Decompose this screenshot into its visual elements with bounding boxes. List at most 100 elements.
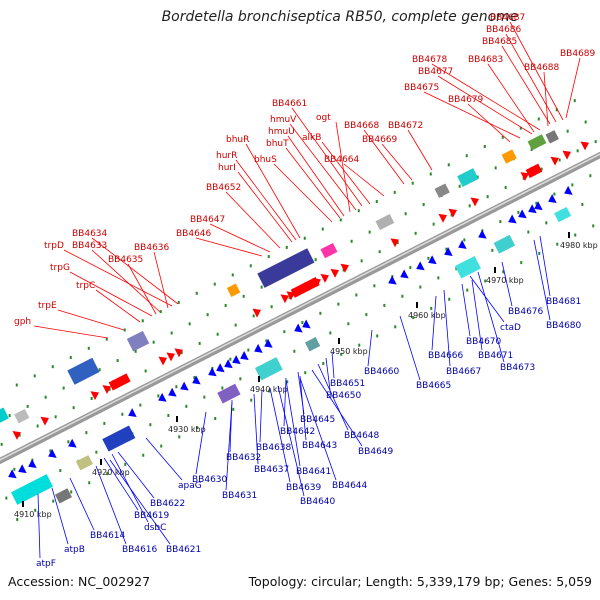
forward-gene-arrow	[520, 172, 529, 181]
track-dot	[52, 499, 55, 503]
feature-block-body	[434, 183, 450, 198]
feature-block	[14, 408, 30, 424]
scale-label: 4930 kbp	[168, 425, 206, 434]
leader-line	[91, 237, 179, 305]
forward-gene-arrow-head	[330, 268, 339, 278]
track-dot	[224, 303, 227, 307]
feature-block	[501, 149, 517, 164]
track-dot	[301, 321, 304, 325]
feature-block	[434, 183, 450, 198]
leader-line	[331, 351, 335, 379]
track-dot	[249, 264, 252, 268]
feature-block	[0, 407, 9, 434]
forward-gene-arrow-head	[438, 213, 447, 223]
track-dot	[285, 245, 288, 249]
track-dot	[589, 174, 592, 178]
track-dot	[8, 414, 11, 418]
gene-label-upper: trpD	[44, 241, 64, 251]
track-dot	[321, 227, 324, 231]
feature-block	[217, 383, 241, 404]
forward-gene-arrow	[448, 208, 457, 218]
feature-block-body	[217, 383, 241, 404]
reverse-gene-arrow-head	[458, 239, 467, 249]
forward-gene-arrow	[158, 356, 167, 366]
feature-block	[554, 206, 572, 223]
leader-line	[469, 275, 505, 323]
track-dot	[419, 285, 422, 289]
track-dot	[36, 424, 39, 428]
track-dot	[134, 349, 137, 353]
forward-gene-block	[525, 163, 543, 178]
feature-block-body	[226, 283, 241, 297]
gene-label-lower: BB4616	[122, 545, 158, 555]
track-dot	[357, 209, 360, 213]
reverse-gene-arrow-head	[216, 363, 225, 373]
gene-label-upper: BB4652	[206, 183, 241, 193]
feature-block	[375, 214, 395, 231]
forward-gene-arrow	[330, 268, 339, 278]
track-dot	[537, 117, 540, 121]
track-dot	[229, 357, 232, 361]
track-dot	[455, 267, 458, 271]
gene-label-upper: trpC	[76, 281, 95, 291]
scale-tick	[416, 302, 418, 308]
forward-gene-arrow-head	[174, 348, 183, 358]
track-dot	[98, 368, 101, 372]
track-dot	[108, 387, 111, 391]
forward-gene-arrow	[40, 416, 49, 426]
forward-gene-block-body	[290, 277, 320, 298]
scale-tick	[338, 338, 340, 344]
leader-line	[245, 143, 301, 239]
track-dot	[383, 303, 386, 307]
track-dot	[592, 224, 595, 228]
feature-block	[545, 130, 559, 144]
leader-line	[501, 261, 513, 307]
track-dot	[159, 310, 162, 314]
track-dot	[247, 348, 250, 352]
track-dot	[463, 238, 466, 242]
gene-label-lower: BB4641	[296, 467, 331, 477]
gene-label-lower: BB4619	[134, 511, 170, 521]
leader-line	[363, 129, 405, 185]
track-dot	[576, 149, 579, 153]
track-dot	[123, 328, 126, 332]
forward-gene-arrow-head	[90, 391, 99, 401]
track-dot	[538, 251, 541, 255]
forward-gene-arrow-head	[102, 385, 111, 395]
track-dot	[51, 365, 54, 369]
reverse-gene-arrow	[180, 381, 189, 391]
feature-block-body	[501, 149, 517, 164]
track-dot	[466, 288, 469, 292]
leader-line	[63, 249, 173, 307]
reverse-gene-arrow-head	[240, 351, 249, 360]
feature-block-body	[545, 130, 559, 144]
reverse-gene-arrow	[232, 355, 241, 365]
track-dot	[350, 239, 353, 243]
gene-label-upper: BB4688	[524, 63, 560, 73]
feature-block-body	[304, 337, 321, 352]
gene-label-upper: BB4679	[448, 95, 484, 105]
track-dot	[116, 359, 119, 363]
track-dot	[90, 396, 93, 400]
gene-label-lower: BB4671	[478, 351, 513, 361]
gene-label-lower: BB4621	[166, 545, 201, 555]
leader-line	[509, 21, 564, 121]
feature-block	[126, 330, 150, 352]
track-dot	[139, 403, 142, 407]
reverse-gene-arrow-head	[232, 355, 241, 365]
leader-line	[325, 357, 331, 391]
forward-gene-arrow-head	[280, 294, 289, 304]
track-dot	[0, 442, 3, 446]
gene-label-upper: hurR	[216, 151, 237, 161]
leader-line	[145, 437, 183, 481]
gene-label-lower: dsbC	[144, 523, 166, 533]
accession-text: Accession: NC_002927	[8, 574, 151, 589]
leader-line	[461, 283, 471, 337]
track-dot	[502, 270, 505, 274]
gene-label-lower: ctaD	[500, 323, 521, 333]
leader-line	[335, 121, 351, 213]
track-dot	[18, 433, 21, 437]
reverse-gene-arrow	[192, 375, 201, 385]
scale-label: 4940 kbp	[250, 385, 288, 394]
